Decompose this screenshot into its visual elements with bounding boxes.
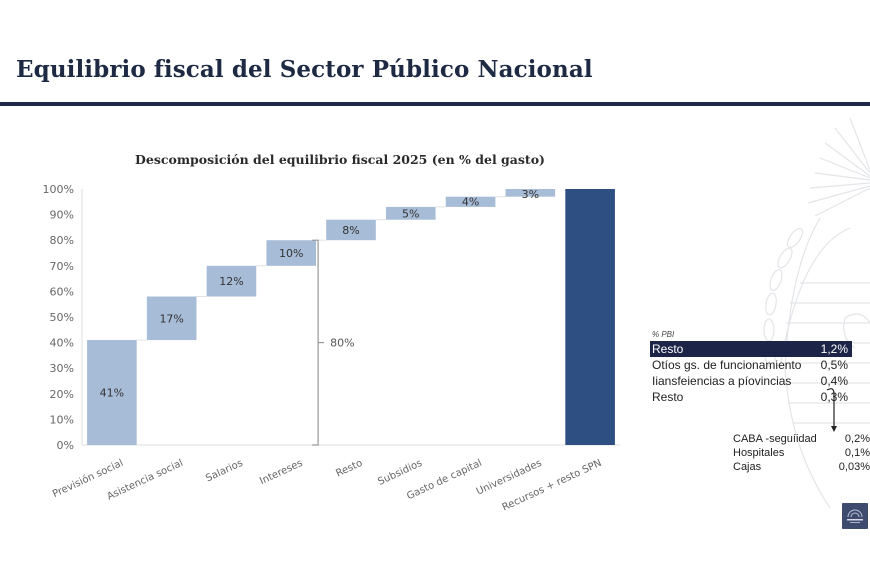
pbi-row-value: 0,5%: [820, 358, 848, 372]
pbi-row-value: 1,2%: [820, 342, 848, 356]
y-tick-label: 10%: [50, 413, 74, 426]
data-label: 4%: [462, 196, 479, 209]
data-label: 3%: [522, 188, 539, 201]
bar-8: [565, 189, 615, 445]
y-tick-label: 50%: [50, 311, 74, 324]
breakdown-row: Hospitales 0,1%: [733, 446, 870, 460]
breakdown-label: Hospitales: [733, 447, 785, 459]
bar-7: [505, 189, 556, 197]
y-tick-label: 100%: [43, 183, 74, 196]
connectors: [136, 196, 506, 341]
x-tick-label: Salarios: [204, 458, 245, 485]
breakdown-label: CABA -seguíidad: [733, 433, 817, 445]
data-label: 12%: [219, 275, 243, 288]
y-tick-label: 70%: [50, 260, 74, 273]
bracket: [312, 239, 319, 446]
x-tick-label: Intereses: [258, 458, 304, 487]
breakdown-row: CABA -seguíidad 0,2%: [733, 432, 870, 446]
bracket-label: 80%: [330, 337, 354, 350]
data-label: 10%: [279, 247, 303, 260]
bar-6: [445, 196, 496, 207]
pbi-row: Resto 1,2%: [650, 341, 852, 357]
breakdown-label: Cajas: [733, 461, 762, 473]
pbi-unit-label: % PBI: [652, 330, 675, 339]
bar-3: [266, 240, 317, 266]
y-tick-label: 0%: [57, 439, 74, 452]
pbi-row-label: Iiansfeiencias a píovincias: [652, 374, 792, 388]
bar-4: [326, 219, 376, 241]
pbi-row-value: 0,4%: [820, 374, 848, 388]
y-axis: 0% 10% 20% 30% 40% 50% 60% 70% 80% 90% 100%: [43, 183, 620, 452]
y-tick-label: 80%: [50, 234, 74, 247]
breakdown-arrow-icon: [826, 388, 837, 432]
pbi-row: Resto 0,3%: [650, 389, 852, 405]
data-label: 8%: [342, 224, 359, 237]
bars: [87, 189, 615, 445]
bar-5: [385, 206, 436, 220]
pbi-panel: % PBI Resto 1,2% Otíos gs. de funcionamien…: [650, 330, 870, 405]
bar-0: [87, 340, 137, 445]
ministry-logo-icon: [842, 503, 868, 529]
pbi-row-label: Resto: [652, 342, 684, 356]
bar-2: [206, 265, 257, 297]
data-label: 41%: [100, 387, 124, 400]
pbi-row-label: Resto: [652, 390, 684, 404]
pbi-row-label: Otíos gs. de funcionamiento: [652, 358, 802, 372]
page-title: Equilibrio fiscal del Sector Público Nac…: [16, 56, 593, 83]
x-tick-label: Resto: [334, 458, 364, 480]
waterfall-chart: 0% 10% 20% 30% 40% 50% 60% 70% 80% 90% 100% 41% 17%…: [43, 183, 620, 514]
bracket-annotation: 80%: [312, 239, 355, 446]
chart-title: Descomposición del equilibrio fiscal 202…: [135, 152, 545, 167]
y-tick-label: 60%: [50, 285, 74, 298]
data-label: 5%: [402, 207, 419, 220]
breakdown-value: 0,1%: [844, 447, 870, 459]
y-tick-label: 90%: [50, 209, 74, 222]
bar-1: [146, 296, 197, 341]
data-labels: 41% 17% 12% 10% 8% 5% 4% 3%: [100, 188, 539, 400]
y-tick-label: 20%: [50, 388, 74, 401]
pbi-row: Iiansfeiencias a píovincias 0,4%: [650, 373, 852, 389]
y-tick-label: 30%: [50, 362, 74, 375]
breakdown-row: Cajas 0,03%: [733, 460, 870, 474]
y-tick-label: 40%: [50, 337, 74, 350]
x-tick-label: Recursos + resto SPN: [501, 458, 604, 514]
breakdown-value: 0,2%: [844, 433, 870, 445]
breakdown-panel: CABA -seguíidad 0,2% Hospitales 0,1% Cajas 0,…: [733, 432, 870, 474]
breakdown-value: 0,03%: [838, 461, 870, 473]
title-divider: [0, 102, 870, 106]
x-tick-label: Subsidios: [376, 458, 424, 488]
pbi-row: Otíos gs. de funcionamiento 0,5%: [650, 357, 852, 373]
data-label: 17%: [159, 312, 183, 325]
